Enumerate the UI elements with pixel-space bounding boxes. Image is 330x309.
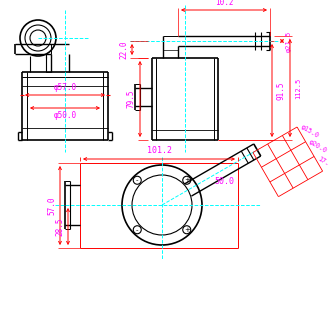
Text: -: - [136,177,139,183]
Text: 101.2: 101.2 [147,146,172,155]
Text: 10.2: 10.2 [215,0,233,7]
Text: 57.0: 57.0 [47,196,56,215]
Text: 91.5: 91.5 [276,81,285,100]
Text: φ50.0: φ50.0 [53,111,77,120]
Text: φ15.0: φ15.0 [300,124,320,139]
Text: 28.5: 28.5 [55,217,64,236]
Text: 79.5: 79.5 [127,90,136,108]
Text: +: + [184,227,190,233]
Text: 22.0: 22.0 [119,40,128,59]
Text: φ21.5: φ21.5 [286,30,292,52]
Text: -: - [136,227,139,233]
Text: 50.0: 50.0 [214,177,234,187]
Text: φ57.0: φ57.0 [53,83,77,92]
Text: 112.5: 112.5 [295,77,301,99]
Text: 17.: 17. [316,155,330,166]
Text: +: + [184,177,190,183]
Text: φ20.0: φ20.0 [308,138,328,154]
